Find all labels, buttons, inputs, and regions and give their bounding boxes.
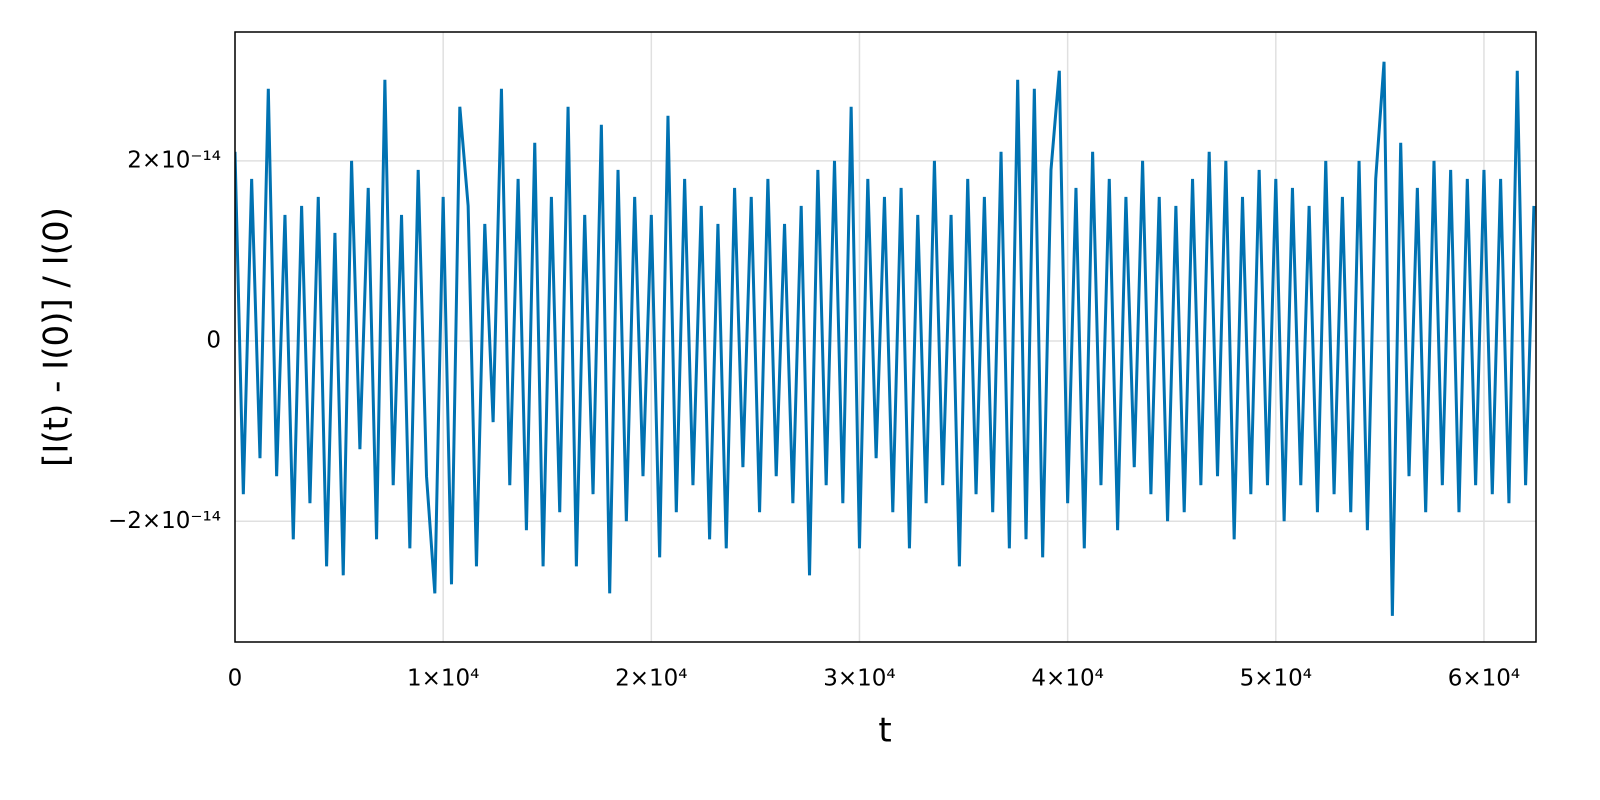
x-tick-label: 4×10⁴ <box>1031 666 1103 692</box>
x-tick-label: 6×10⁴ <box>1448 666 1520 692</box>
x-tick-label: 3×10⁴ <box>823 666 895 692</box>
y-tick-label: 2×10⁻¹⁴ <box>127 147 221 173</box>
y-tick-label: 0 <box>206 328 221 354</box>
y-tick-label: −2×10⁻¹⁴ <box>108 508 221 534</box>
x-tick-label: 1×10⁴ <box>407 666 479 692</box>
x-tick-label: 2×10⁴ <box>615 666 687 692</box>
x-tick-label: 5×10⁴ <box>1240 666 1312 692</box>
x-axis-label: t <box>878 711 891 751</box>
x-tick-label: 0 <box>228 666 243 692</box>
plot-frame <box>234 31 1537 643</box>
data-line <box>235 61 1536 616</box>
y-axis-label: [I(t) - I(0)] / I(0) <box>37 207 77 467</box>
